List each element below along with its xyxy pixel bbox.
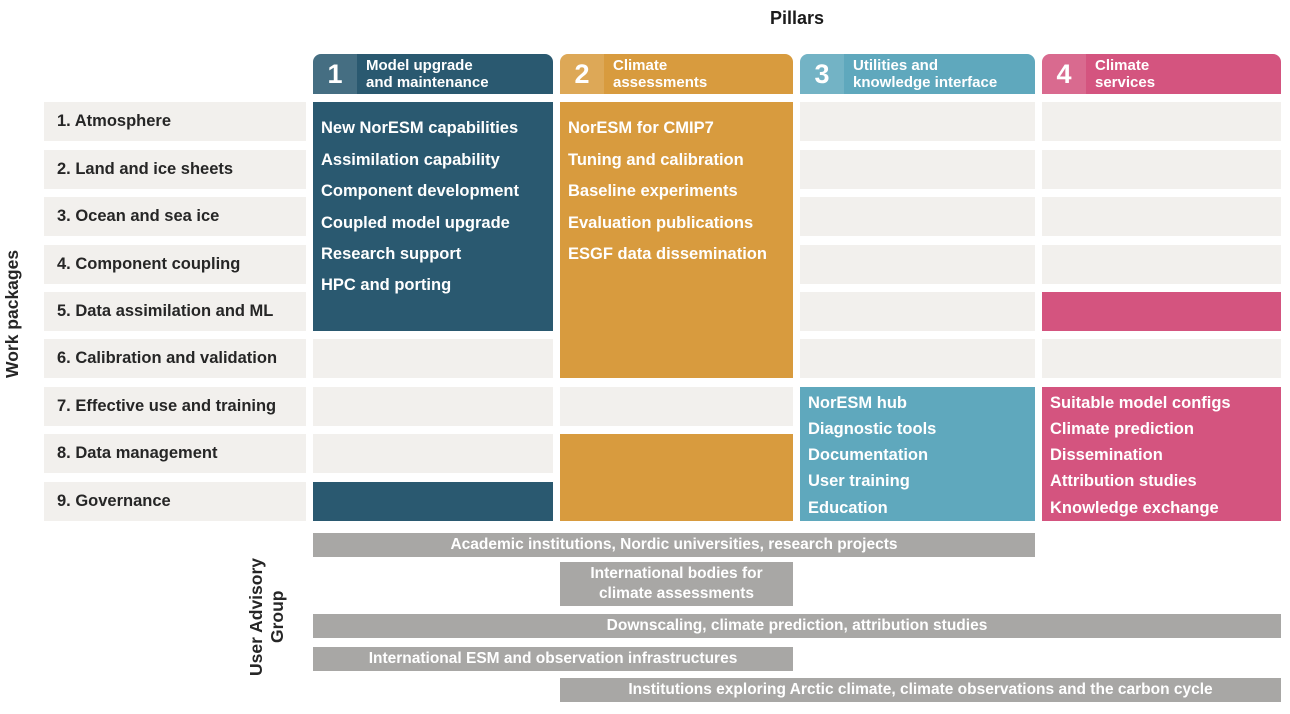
empty-cell-p3-wp2 — [800, 149, 1035, 189]
pillar-2-activity: NorESM for CMIP7 — [568, 119, 714, 138]
empty-cell-p3-wp5 — [800, 291, 1035, 331]
pillar-2-lower-block — [560, 434, 793, 521]
work-package-label-9: 9. Governance — [44, 481, 306, 521]
pillar-4-activities-block: Suitable model configs Climate predictio… — [1042, 386, 1281, 521]
pillar-header-3: 3 Utilities and knowledge interface — [800, 54, 1035, 94]
pillar-1-activity: HPC and porting — [321, 276, 452, 295]
user-advisory-group-axis-label: User Advisory Group — [246, 558, 287, 677]
empty-cell-p4-wp2 — [1042, 149, 1281, 189]
work-package-label-5: 5. Data assimilation and ML — [44, 291, 306, 331]
pillar-2-activity: ESGF data dissemination — [568, 245, 767, 264]
pillar-2-activity: Baseline experiments — [568, 182, 738, 201]
pillar-2-number: 2 — [560, 54, 604, 94]
pillar-4-activity: Knowledge exchange — [1050, 498, 1219, 517]
pillar-1-activity: Assimilation capability — [321, 150, 500, 169]
pillars-title: Pillars — [769, 8, 825, 28]
pillar-4-title: Climate services — [1095, 56, 1156, 91]
empty-cell-p1-wp6 — [313, 339, 553, 379]
pillar-1-activity: Coupled model upgrade — [321, 213, 510, 232]
work-packages-axis-label: Work packages — [2, 249, 22, 378]
advisory-bar-international-bodies: International bodies for climate assessm… — [560, 562, 793, 606]
work-package-label-2: 2. Land and ice sheets — [44, 149, 306, 189]
pillar-1-activity: Component development — [321, 182, 520, 201]
empty-cell-p1-wp7 — [313, 386, 553, 426]
pillar-4-activity: Attribution studies — [1050, 472, 1197, 491]
pillar-header-2: 2 Climate assessments — [560, 54, 793, 94]
pillar-4-activity: Dissemination — [1050, 446, 1163, 465]
empty-cell-p2-wp7 — [560, 386, 793, 426]
pillar-4-number: 4 — [1042, 54, 1086, 94]
pillar-2-title: Climate assessments — [613, 56, 708, 91]
pillar-1-activity: New NorESM capabilities — [321, 119, 519, 138]
advisory-bar-arctic-institutions: Institutions exploring Arctic climate, c… — [560, 678, 1281, 702]
empty-cell-p1-wp8 — [313, 434, 553, 474]
pillar-1-activities-block: New NorESM capabilities Assimilation cap… — [313, 102, 553, 331]
empty-cell-p3-wp3 — [800, 197, 1035, 237]
advisory-bar-downscaling: Downscaling, climate prediction, attribu… — [313, 614, 1281, 638]
work-package-label-6: 6. Calibration and validation — [44, 339, 306, 379]
empty-cell-p4-wp6 — [1042, 339, 1281, 379]
pillar-3-number: 3 — [800, 54, 844, 94]
empty-cell-p4-wp3 — [1042, 197, 1281, 237]
pillar-2-activity: Tuning and calibration — [568, 150, 744, 169]
advisory-bar-academic-institutions: Academic institutions, Nordic universiti… — [313, 533, 1035, 557]
pillar-4-activity: Suitable model configs — [1050, 393, 1231, 412]
pillar-3-activity: Documentation — [808, 446, 929, 465]
pillar-3-activity: User training — [808, 472, 910, 491]
pillar-workpackage-matrix: 1 Model upgrade and maintenance 2 Climat… — [44, 54, 1281, 521]
pillar-3-title: Utilities and knowledge interface — [853, 56, 998, 91]
pillar-2-activity: Evaluation publications — [568, 213, 754, 232]
empty-cell-p4-wp1 — [1042, 102, 1281, 142]
empty-cell-p3-wp1 — [800, 102, 1035, 142]
pillar-1-activity: Research support — [321, 245, 462, 264]
pillar-2-activities-block: NorESM for CMIP7 Tuning and calibration … — [560, 102, 793, 379]
work-package-label-1: 1. Atmosphere — [44, 102, 306, 142]
advisory-bar-esm-infrastructures: International ESM and observation infras… — [313, 647, 793, 671]
pillar-1-number: 1 — [313, 54, 357, 94]
work-package-label-3: 3. Ocean and sea ice — [44, 197, 306, 237]
work-package-label-8: 8. Data management — [44, 434, 306, 474]
empty-cell-p3-wp4 — [800, 244, 1035, 284]
pillar-3-activity: Education — [808, 498, 888, 517]
pillar-header-4: 4 Climate services — [1042, 54, 1281, 94]
pillar-4-activity: Climate prediction — [1050, 419, 1194, 438]
work-package-label-7: 7. Effective use and training — [44, 386, 306, 426]
pillar-3-activities-block: NorESM hub Diagnostic tools Documentatio… — [800, 386, 1035, 521]
empty-cell-p4-wp4 — [1042, 244, 1281, 284]
pillar-1-governance-block — [313, 481, 553, 521]
pillar-4-wp5-block — [1042, 291, 1281, 331]
pillar-3-activity: Diagnostic tools — [808, 419, 937, 438]
pillar-3-activity: NorESM hub — [808, 393, 907, 412]
pillar-1-title: Model upgrade and maintenance — [366, 56, 489, 91]
work-package-label-4: 4. Component coupling — [44, 244, 306, 284]
empty-cell-p3-wp6 — [800, 339, 1035, 379]
pillar-header-1: 1 Model upgrade and maintenance — [313, 54, 553, 94]
